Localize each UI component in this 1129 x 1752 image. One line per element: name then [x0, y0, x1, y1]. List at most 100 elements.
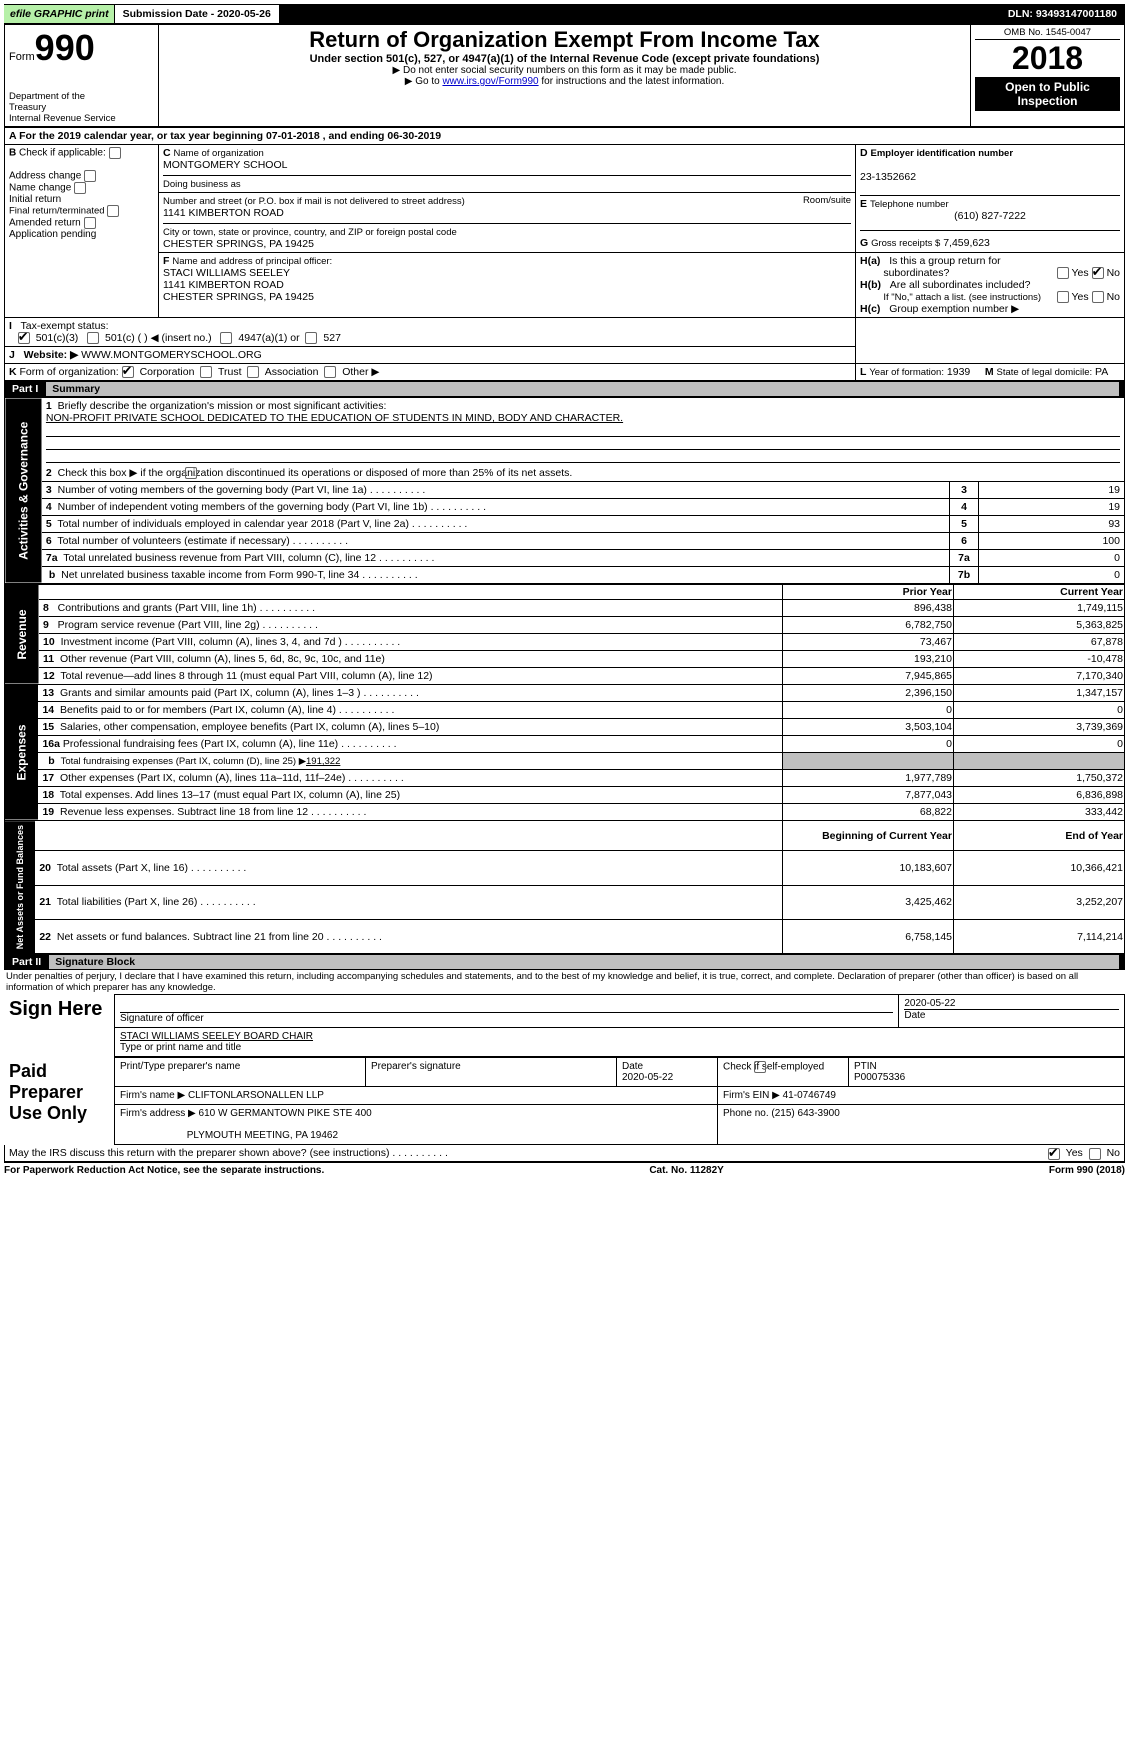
- line12-label: Total revenue—add lines 8 through 11 (mu…: [60, 670, 432, 682]
- paid-label3: Use Only: [9, 1103, 87, 1123]
- cb-name-change[interactable]: [74, 182, 86, 194]
- preparer-name-label: Print/Type preparer's name: [115, 1058, 366, 1087]
- ha-text2: subordinates?: [883, 267, 949, 279]
- irs-link[interactable]: www.irs.gov/Form990: [442, 76, 538, 87]
- cb-amended[interactable]: [84, 217, 96, 229]
- note-link: ▶ Go to www.irs.gov/Form990 for instruct…: [165, 76, 964, 87]
- cb-ha-yes[interactable]: [1057, 267, 1069, 279]
- cb-501c3[interactable]: [18, 332, 30, 344]
- inspection: Inspection: [979, 94, 1116, 108]
- dept-line3: Internal Revenue Service: [9, 113, 154, 124]
- cb-address-change[interactable]: [84, 170, 96, 182]
- cb-trust[interactable]: [200, 366, 212, 378]
- note-ssn: ▶ Do not enter social security numbers o…: [165, 65, 964, 76]
- line7a-label: Total unrelated business revenue from Pa…: [63, 552, 434, 564]
- line19-py: 68,822: [783, 804, 954, 821]
- part1-label: Part I: [10, 382, 46, 396]
- cb-discuss-yes[interactable]: [1048, 1148, 1060, 1160]
- sign-here-label: Sign Here: [4, 995, 115, 1057]
- footer-right: Form 990 (2018): [1049, 1165, 1125, 1176]
- cb-self-employed[interactable]: [754, 1061, 766, 1073]
- discuss-question: May the IRS discuss this return with the…: [9, 1147, 448, 1159]
- part1-title: Summary: [46, 382, 1119, 396]
- cb-501c[interactable]: [87, 332, 99, 344]
- checkbox-applicable[interactable]: [109, 147, 121, 159]
- line6-label: Total number of volunteers (estimate if …: [57, 535, 348, 547]
- current-year-header: Current Year: [954, 585, 1125, 600]
- submission-date: Submission Date - 2020-05-26: [114, 4, 280, 24]
- cb-hb-no[interactable]: [1092, 291, 1104, 303]
- website-url: WWW.MONTGOMERYSCHOOL.ORG: [81, 349, 262, 361]
- label-d: D: [860, 147, 868, 159]
- line13-cy: 1,347,157: [954, 685, 1125, 702]
- cb-assoc[interactable]: [247, 366, 259, 378]
- cb-final-return[interactable]: [107, 205, 119, 217]
- officer-city: CHESTER SPRINGS, PA 19425: [163, 291, 314, 303]
- firm-name: CLIFTONLARSONALLEN LLP: [188, 1090, 324, 1101]
- ha-yes: Yes: [1072, 267, 1089, 279]
- line18-label: Total expenses. Add lines 13–17 (must eq…: [60, 789, 400, 801]
- cb-hb-yes[interactable]: [1057, 291, 1069, 303]
- expenses-sidebar: Expenses: [5, 685, 39, 821]
- form-header: Form990 Department of the Treasury Inter…: [4, 24, 1125, 127]
- label-m: M: [985, 366, 994, 378]
- cb-ha-no[interactable]: [1092, 267, 1104, 279]
- line14-cy: 0: [954, 702, 1125, 719]
- tax-year-begin: 07-01-2018: [266, 130, 320, 142]
- label-g: G: [860, 237, 868, 249]
- cb-amended-label: Amended return: [9, 218, 81, 229]
- 501c: 501(c) ( ) ◀ (insert no.): [105, 332, 212, 344]
- line16a-py: 0: [783, 736, 954, 753]
- line21-ey: 3,252,207: [954, 885, 1125, 919]
- line9-py: 6,782,750: [783, 617, 954, 634]
- line14-py: 0: [783, 702, 954, 719]
- line4-value: 19: [979, 499, 1125, 516]
- firm-ein: 41-0746749: [783, 1090, 836, 1101]
- cb-4947[interactable]: [220, 332, 232, 344]
- hb-text: Are all subordinates included?: [890, 279, 1031, 291]
- open-to-public: Open to Public: [979, 80, 1116, 94]
- end-year-header: End of Year: [954, 821, 1125, 851]
- part2-label: Part II: [10, 955, 49, 969]
- line15-label: Salaries, other compensation, employee b…: [60, 721, 439, 733]
- cb-initial-return-label: Initial return: [9, 194, 61, 205]
- line3-label: Number of voting members of the governin…: [58, 484, 426, 496]
- section-b-main: B Check if applicable: Address change Na…: [4, 144, 1125, 381]
- line8-cy: 1,749,115: [954, 600, 1125, 617]
- governance-sidebar: Activities & Governance: [5, 398, 42, 584]
- street: 1141 KIMBERTON ROAD: [163, 207, 284, 219]
- org-name: MONTGOMERY SCHOOL: [163, 159, 287, 171]
- label-hb: H(b): [860, 279, 881, 291]
- line9-cy: 5,363,825: [954, 617, 1125, 634]
- line9-label: Program service revenue (Part VIII, line…: [58, 619, 318, 631]
- city: CHESTER SPRINGS, PA 19425: [163, 238, 314, 250]
- label-k: K: [9, 366, 17, 378]
- cb-discontinued[interactable]: [185, 467, 197, 479]
- self-employed-label: Check if self-employed: [723, 1062, 824, 1073]
- firm-addr1: 610 W GERMANTOWN PIKE STE 400: [199, 1108, 372, 1119]
- line17-cy: 1,750,372: [954, 770, 1125, 787]
- cb-corp[interactable]: [122, 366, 134, 378]
- cb-final-return-label: Final return/terminated: [9, 206, 105, 217]
- firm-addr-label: Firm's address ▶: [120, 1108, 196, 1119]
- row-a: A For the 2019 calendar year, or tax yea…: [4, 127, 1125, 144]
- line22-label: Net assets or fund balances. Subtract li…: [57, 931, 382, 943]
- cb-name-change-label: Name change: [9, 183, 71, 194]
- cb-other[interactable]: [324, 366, 336, 378]
- city-label: City or town, state or province, country…: [163, 227, 457, 238]
- label-c: C: [163, 147, 171, 159]
- label-i: I: [9, 320, 12, 332]
- tax-year: 2018: [975, 40, 1120, 77]
- line11-py: 193,210: [783, 651, 954, 668]
- cb-527[interactable]: [305, 332, 317, 344]
- year-formation: 1939: [947, 366, 970, 378]
- net-assets-sidebar: Net Assets or Fund Balances: [5, 821, 36, 954]
- omb-number: OMB No. 1545-0047: [975, 27, 1120, 40]
- cb-discuss-no[interactable]: [1089, 1148, 1101, 1160]
- footer-mid: Cat. No. 11282Y: [649, 1165, 723, 1176]
- form-org-label: Form of organization:: [20, 366, 119, 378]
- line16b-value: 191,322: [306, 756, 340, 767]
- sign-here-table: Sign Here Signature of officer 2020-05-2…: [4, 994, 1125, 1057]
- signature-label: Signature of officer: [120, 1012, 893, 1024]
- room-label: Room/suite: [803, 195, 851, 206]
